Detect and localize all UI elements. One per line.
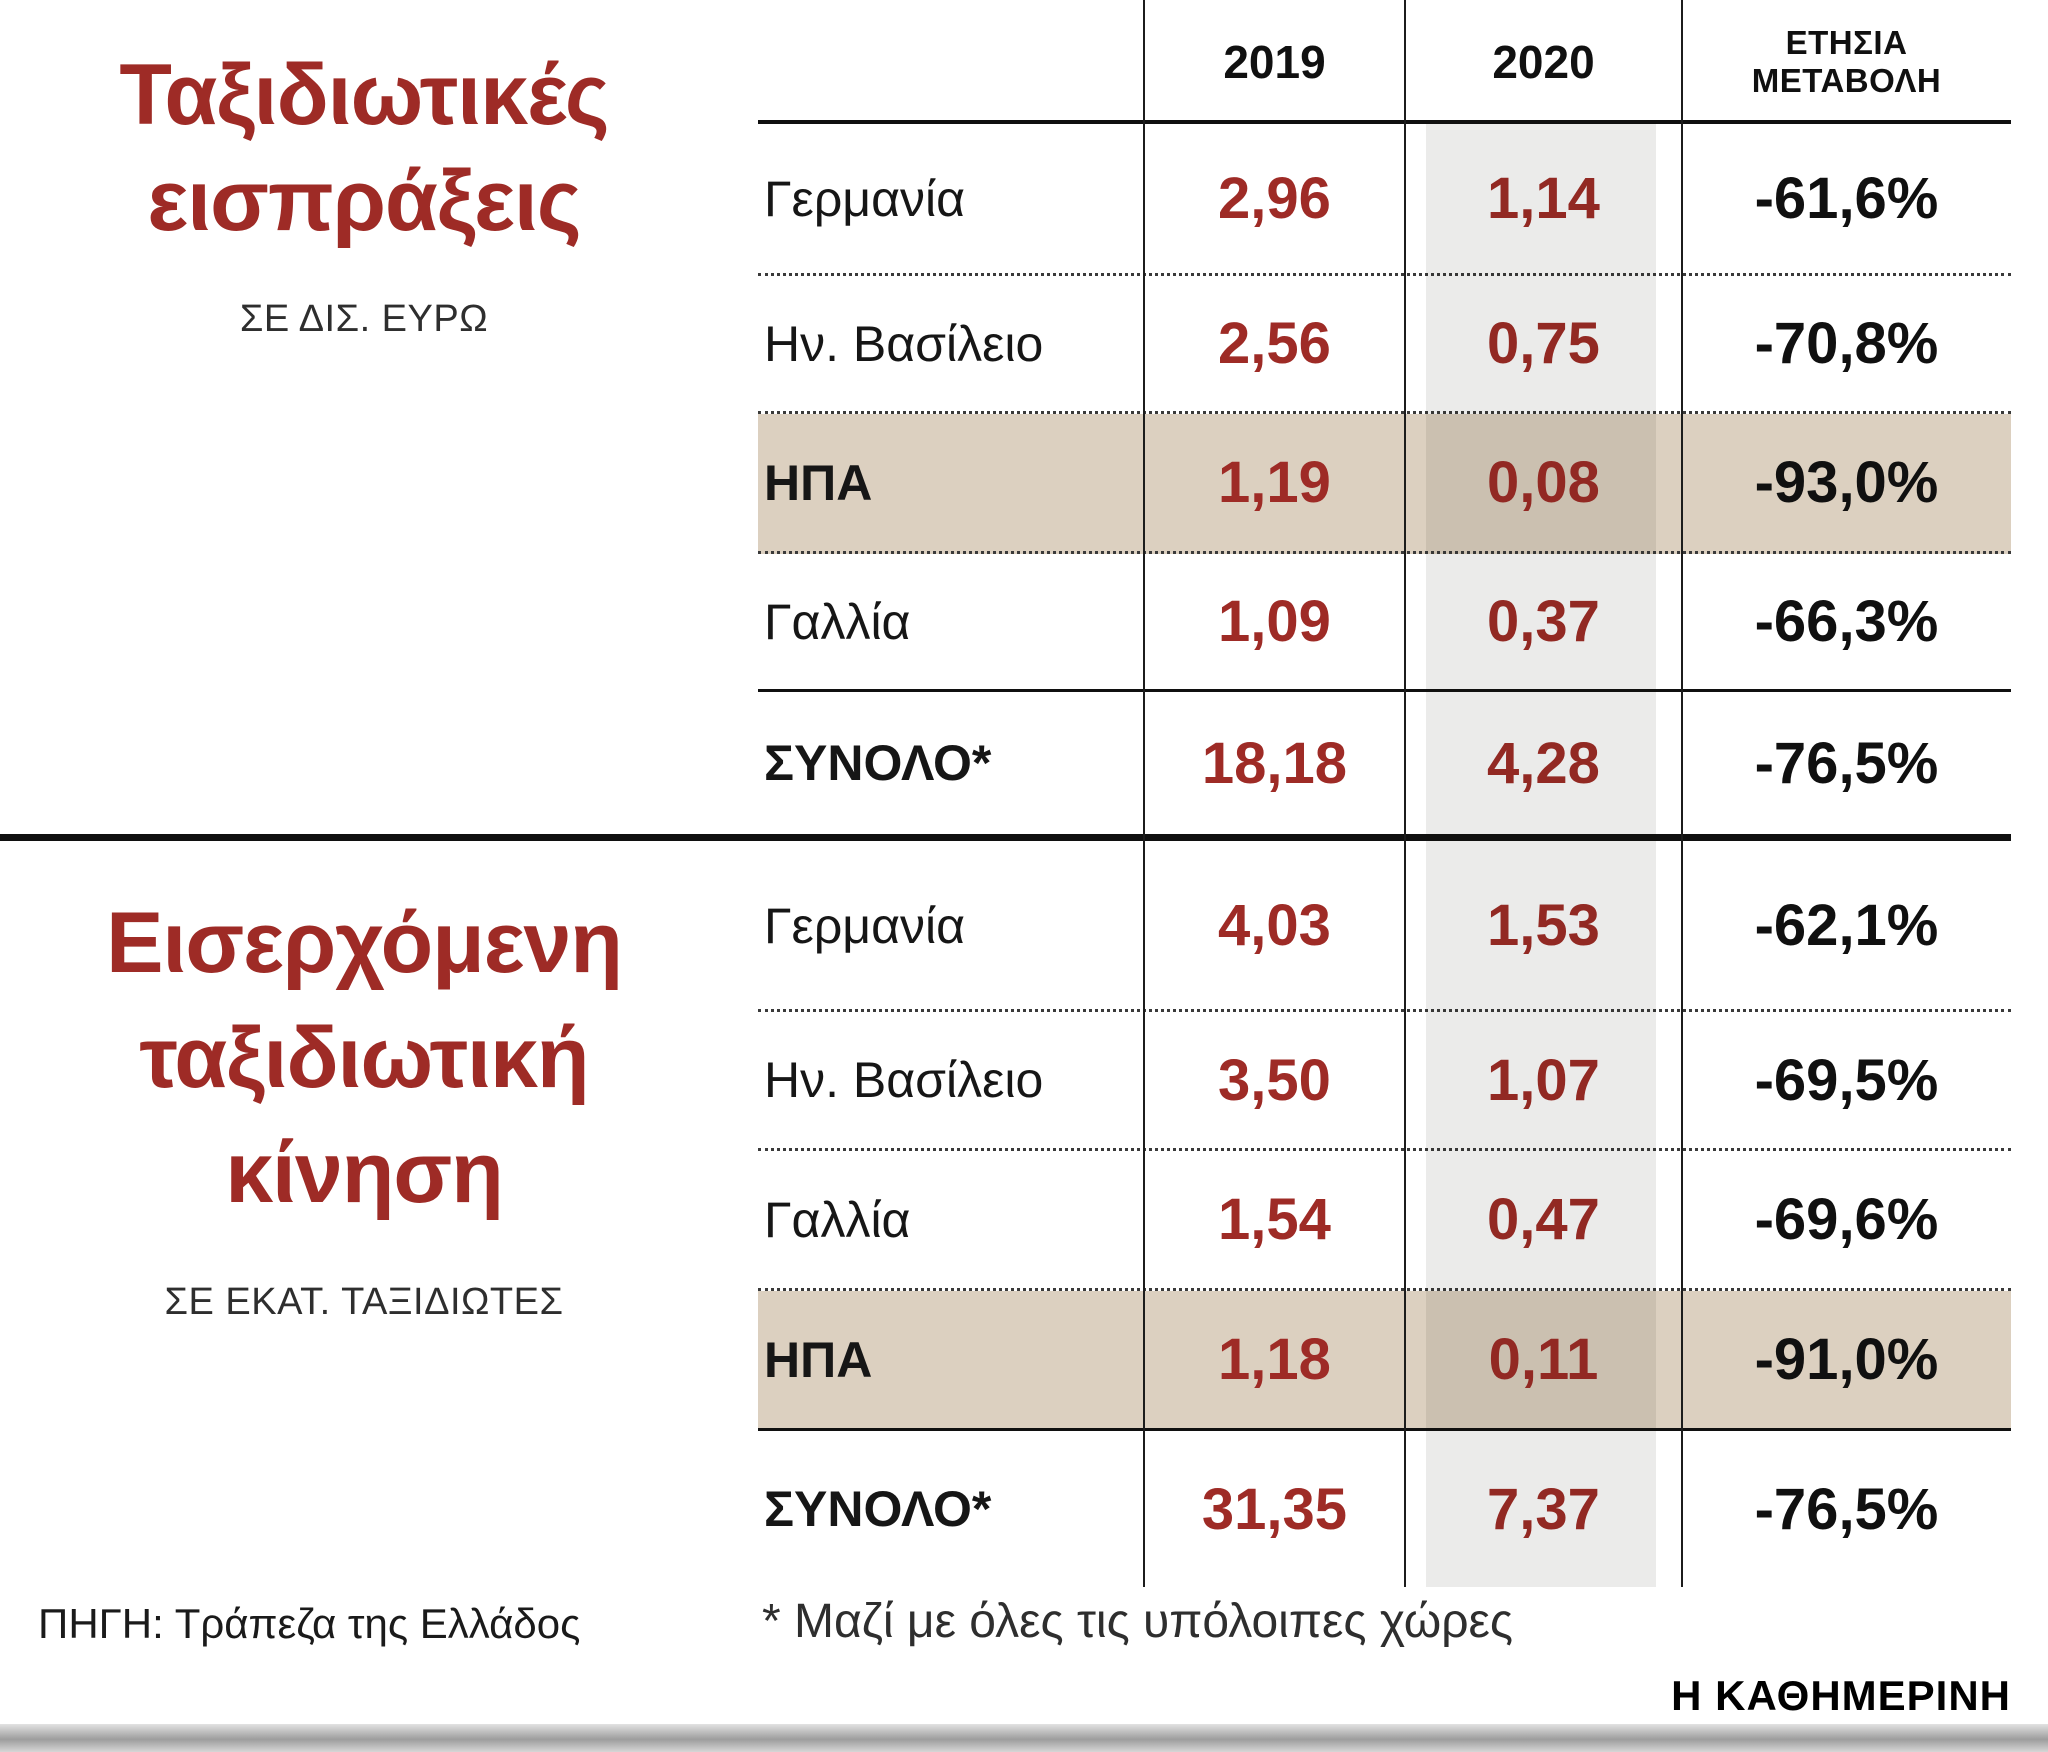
value-2019: 2,96 [1218, 166, 1331, 231]
value-2020: 0,75 [1487, 311, 1600, 376]
value-2019: 1,18 [1218, 1327, 1331, 1392]
value-change: -69,6% [1754, 1187, 1939, 1252]
value-2019: 18,18 [1201, 730, 1348, 796]
row-label: Γερμανία [764, 170, 966, 227]
bottom-gradient-bar [0, 1724, 2048, 1752]
value-2020: 1,53 [1487, 893, 1600, 958]
value-change: -91,0% [1754, 1327, 1939, 1392]
row-label: Γερμανία [764, 897, 966, 954]
table-row-highlighted: ΗΠΑ 1,18 0,11 -91,0% [758, 1291, 2011, 1431]
value-change: -62,1% [1754, 893, 1939, 958]
value-2020: 0,37 [1487, 589, 1600, 654]
value-2019: 2,56 [1218, 311, 1331, 376]
row-label: ΣΥΝΟΛΟ* [764, 1481, 992, 1537]
section1-unit-label: ΣΕ ΔΙΣ. ΕΥΡΩ [239, 298, 489, 340]
row-label: ΗΠΑ [764, 1331, 873, 1388]
table-header-row: 2019 2020 ΕΤΗΣΙΑ ΜΕΤΑΒΟΛΗ [758, 0, 2011, 124]
column-rule-2 [1404, 0, 1406, 1587]
section2-table: Γερμανία 4,03 1,53 -62,1% Ην. Βασίλειο 3… [758, 842, 2011, 1587]
row-label: Ην. Βασίλειο [764, 1052, 1044, 1108]
footnote-text: * Μαζί με όλες τις υπόλοιπες χώρες [762, 1595, 1514, 1648]
row-label: ΗΠΑ [764, 454, 873, 511]
value-change: -66,3% [1754, 589, 1939, 654]
table-row: Γερμανία 2,96 1,14 -61,6% [758, 124, 2011, 276]
value-2019: 1,54 [1218, 1187, 1331, 1252]
table-row-total: ΣΥΝΟΛΟ* 18,18 4,28 -76,5% [758, 692, 2011, 834]
value-2020: 1,07 [1487, 1047, 1600, 1113]
header-annual-change: ΕΤΗΣΙΑ ΜΕΤΑΒΟΛΗ [1682, 0, 2011, 120]
brand-logo: Η ΚΑΘΗΜΕΡΙΝΗ [1671, 1672, 2011, 1719]
value-2019: 3,50 [1218, 1047, 1331, 1113]
value-2019: 31,35 [1201, 1476, 1348, 1542]
header-spacer [758, 0, 1144, 120]
row-label: Ην. Βασίλειο [764, 315, 1044, 372]
value-change: -61,6% [1754, 166, 1939, 231]
value-change: -76,5% [1754, 730, 1939, 796]
data-table: 2019 2020 ΕΤΗΣΙΑ ΜΕΤΑΒΟΛΗ Γερμανία 2,96 … [758, 0, 2011, 1587]
section1-title-line1: Ταξιδιωτικές [119, 47, 609, 143]
value-2020: 0,47 [1487, 1187, 1600, 1252]
row-label: Γαλλία [764, 593, 911, 650]
value-change: -69,5% [1754, 1047, 1939, 1113]
value-2020: 0,11 [1488, 1327, 1599, 1392]
table-row: Γερμανία 4,03 1,53 -62,1% [758, 842, 2011, 1012]
table-row-highlighted: ΗΠΑ 1,19 0,08 -93,0% [758, 414, 2011, 554]
value-2020: 7,37 [1487, 1476, 1600, 1542]
source-label: ΠΗΓΗ: Τράπεζα της Ελλάδος [38, 1600, 581, 1647]
value-2020: 0,08 [1487, 450, 1600, 515]
row-label: ΣΥΝΟΛΟ* [764, 735, 992, 791]
table-row: Γαλλία 1,09 0,37 -66,3% [758, 554, 2011, 692]
value-2019: 1,09 [1218, 589, 1331, 654]
value-change: -70,8% [1754, 311, 1939, 376]
section-divider-rule [0, 834, 2011, 841]
section2-title-line1: Εισερχόμενη [106, 895, 623, 991]
header-annual-change-line2: ΜΕΤΑΒΟΛΗ [1751, 62, 1942, 99]
table-row-total: ΣΥΝΟΛΟ* 31,35 7,37 -76,5% [758, 1431, 2011, 1587]
column-rule-1 [1143, 0, 1145, 1587]
table-row: Ην. Βασίλειο 2,56 0,75 -70,8% [758, 276, 2011, 414]
section2-title-line2: ταξιδιωτική [139, 1010, 589, 1106]
value-change: -93,0% [1754, 450, 1939, 515]
header-2019: 2019 [1223, 36, 1326, 88]
section2-title-block: Εισερχόμενη ταξιδιωτική κίνηση ΣΕ ΕΚΑΤ. … [8, 886, 720, 1324]
value-2020: 1,14 [1487, 166, 1600, 231]
value-change: -76,5% [1754, 1476, 1939, 1542]
section1-title-line2: εισπράξεις [147, 153, 581, 249]
table-row: Γαλλία 1,54 0,47 -69,6% [758, 1151, 2011, 1291]
header-2020: 2020 [1492, 36, 1595, 88]
value-2019: 4,03 [1218, 893, 1331, 958]
section1-title-block: Ταξιδιωτικές εισπράξεις ΣΕ ΔΙΣ. ΕΥΡΩ [8, 42, 720, 341]
value-2019: 1,19 [1218, 450, 1331, 515]
section2-unit-label: ΣΕ ΕΚΑΤ. ΤΑΞΙΔΙΩΤΕΣ [164, 1281, 564, 1323]
header-annual-change-line1: ΕΤΗΣΙΑ [1785, 24, 1908, 61]
table-row: Ην. Βασίλειο 3,50 1,07 -69,5% [758, 1012, 2011, 1151]
column-rule-3 [1681, 0, 1683, 1587]
section1-table: Γερμανία 2,96 1,14 -61,6% Ην. Βασίλειο 2… [758, 124, 2011, 834]
row-label: Γαλλία [764, 1191, 911, 1248]
section2-title-line3: κίνηση [225, 1125, 504, 1221]
value-2020: 4,28 [1487, 730, 1600, 796]
